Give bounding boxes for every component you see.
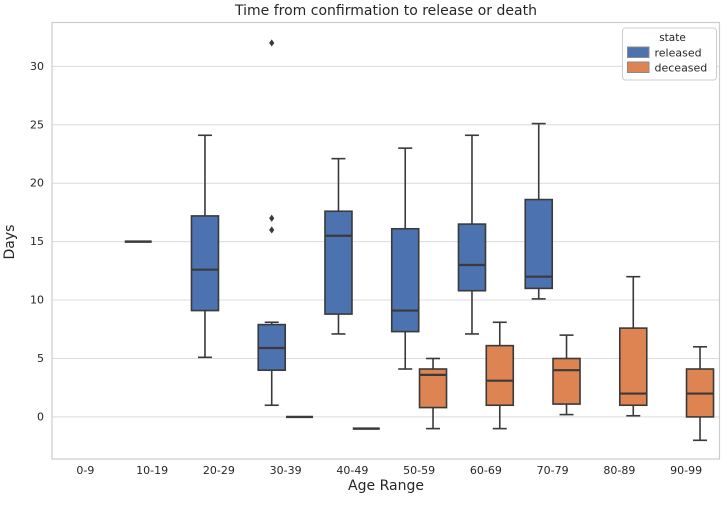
y-tick-label-5: 5 (37, 352, 44, 365)
y-tick-label-0: 0 (37, 410, 44, 423)
x-tick-label-0-9: 0-9 (76, 464, 94, 477)
x-tick-label-50-59: 50-59 (403, 464, 435, 477)
box-deceased-80-89 (618, 327, 648, 407)
box-released-60-69 (457, 223, 487, 292)
outlier-released-30-39-32 (269, 39, 275, 47)
x-tick-label-10-19: 10-19 (136, 464, 168, 477)
x-tick-label-70-79: 70-79 (537, 464, 569, 477)
y-tick-label-20: 20 (30, 177, 44, 190)
legend-label-deceased: deceased (655, 62, 708, 75)
legend-swatch-released (627, 46, 650, 58)
legend-label-released: released (655, 47, 702, 60)
x-axis-label: Age Range (348, 478, 424, 494)
legend-title: state (659, 32, 686, 44)
x-tick-label-40-49: 40-49 (336, 464, 368, 477)
chart-title: Time from confirmation to release or dea… (235, 3, 537, 19)
box-released-20-29 (190, 215, 220, 312)
x-tick-label-90-99: 90-99 (670, 464, 702, 477)
legend-swatch-deceased (627, 61, 650, 73)
x-tick-label-20-29: 20-29 (203, 464, 235, 477)
outlier-released-30-39-16 (269, 226, 275, 234)
x-tick-label-30-39: 30-39 (270, 464, 302, 477)
y-tick-label-25: 25 (30, 118, 44, 131)
y-tick-label-30: 30 (30, 60, 44, 73)
x-tick-label-60-69: 60-69 (470, 464, 502, 477)
box-released-40-49 (324, 210, 353, 315)
box-released-70-79 (524, 198, 554, 290)
box-deceased-70-79 (552, 357, 581, 405)
outlier-released-30-39-17 (269, 214, 275, 222)
y-tick-label-15: 15 (30, 235, 44, 248)
box-released-50-59 (390, 227, 420, 333)
plot-border (51, 21, 721, 460)
x-tick-label-80-89: 80-89 (603, 464, 635, 477)
box-deceased-60-69 (485, 344, 515, 407)
y-tick-label-10: 10 (30, 294, 44, 307)
